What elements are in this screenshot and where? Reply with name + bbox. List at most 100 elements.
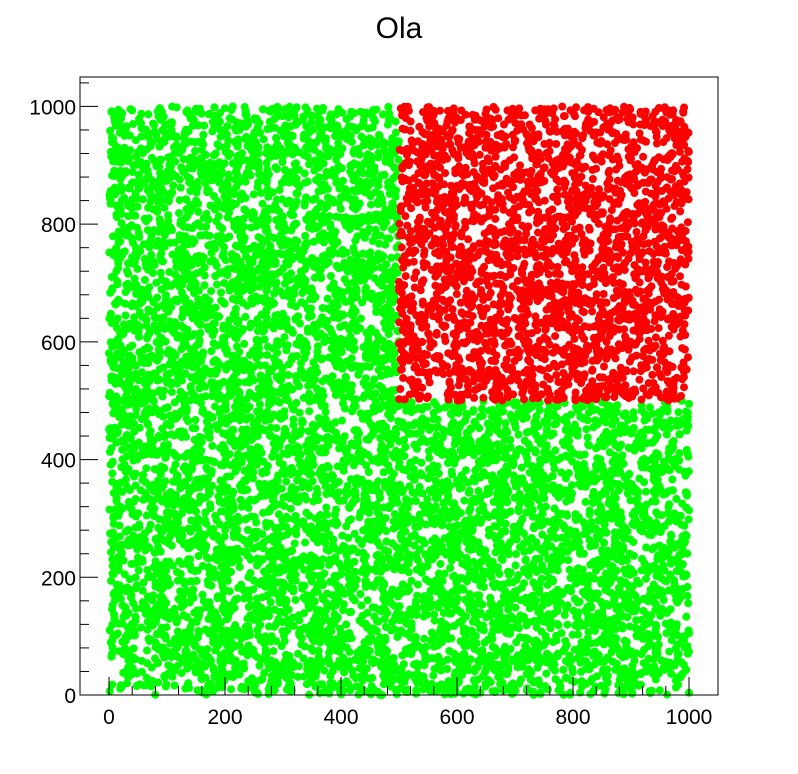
data-point <box>488 687 497 696</box>
data-point <box>314 646 323 655</box>
data-point <box>678 560 687 569</box>
data-point <box>425 486 434 495</box>
data-point <box>324 258 333 267</box>
data-point <box>419 643 428 652</box>
data-point <box>176 183 185 192</box>
data-point <box>254 233 263 242</box>
data-point <box>169 181 178 190</box>
data-point <box>605 448 614 457</box>
data-point <box>515 489 524 498</box>
data-point <box>273 165 281 173</box>
data-point <box>297 298 306 307</box>
data-point <box>674 649 683 658</box>
data-point <box>541 639 550 648</box>
data-point <box>549 609 558 618</box>
data-point <box>456 509 465 518</box>
data-point <box>496 583 505 592</box>
data-point <box>561 414 570 423</box>
data-point <box>506 629 515 638</box>
data-point <box>175 231 184 240</box>
data-point <box>156 155 165 164</box>
data-point <box>128 168 137 176</box>
data-point <box>291 596 300 604</box>
data-point <box>599 640 608 649</box>
data-point <box>106 529 115 538</box>
series-0 <box>105 102 693 699</box>
data-point <box>194 552 203 560</box>
data-point <box>299 654 308 663</box>
data-point <box>476 518 485 527</box>
data-point <box>132 682 141 690</box>
data-point <box>304 327 312 336</box>
data-point <box>231 642 240 651</box>
data-point <box>352 201 360 209</box>
data-point <box>177 669 186 678</box>
data-point <box>554 621 563 630</box>
data-point <box>627 583 636 592</box>
data-point <box>575 548 584 557</box>
data-point <box>630 656 639 665</box>
data-point <box>225 232 234 241</box>
data-point <box>597 579 606 588</box>
data-point <box>672 567 681 576</box>
data-point <box>506 435 515 444</box>
data-point <box>125 343 134 352</box>
data-point <box>457 483 466 492</box>
data-point <box>226 472 235 481</box>
data-point <box>309 497 318 506</box>
data-point <box>263 351 272 359</box>
data-point <box>259 327 267 336</box>
data-point <box>657 656 666 665</box>
data-point <box>255 400 264 409</box>
data-point <box>670 455 679 464</box>
data-point <box>684 599 693 608</box>
data-point <box>153 207 162 216</box>
data-point <box>257 189 266 197</box>
data-point <box>430 616 439 625</box>
data-point <box>175 175 184 184</box>
data-point <box>147 196 156 205</box>
data-point <box>134 553 142 562</box>
data-point <box>213 232 222 241</box>
data-point <box>609 479 618 488</box>
data-point <box>219 249 228 258</box>
data-point <box>199 348 208 357</box>
data-point <box>475 597 484 605</box>
data-point <box>107 548 115 557</box>
data-point <box>375 131 383 139</box>
data-point <box>391 128 400 137</box>
data-point <box>207 287 216 296</box>
data-point <box>303 177 312 186</box>
data-point <box>121 527 130 536</box>
data-point <box>633 488 642 497</box>
data-point <box>175 209 183 218</box>
data-point <box>241 312 250 321</box>
data-point <box>681 418 690 427</box>
data-point <box>212 280 221 289</box>
data-point <box>445 609 454 618</box>
data-point <box>557 629 566 638</box>
data-point <box>278 460 287 469</box>
data-point <box>299 672 308 681</box>
data-point <box>598 546 606 555</box>
data-point <box>217 507 225 516</box>
data-point <box>462 685 470 694</box>
data-point <box>511 603 520 612</box>
data-point <box>192 576 201 585</box>
data-point <box>135 348 144 357</box>
data-point <box>214 641 222 650</box>
plot-points <box>105 102 693 699</box>
data-point <box>367 657 376 666</box>
data-point <box>415 482 424 491</box>
data-point <box>171 295 180 304</box>
data-point <box>272 424 281 433</box>
data-point <box>350 248 359 257</box>
data-point <box>683 591 692 600</box>
data-point <box>295 408 304 417</box>
data-point <box>384 102 393 111</box>
data-point <box>282 650 290 659</box>
data-point <box>160 203 169 212</box>
data-point <box>115 521 124 530</box>
data-point <box>121 311 130 320</box>
data-point <box>131 523 140 532</box>
